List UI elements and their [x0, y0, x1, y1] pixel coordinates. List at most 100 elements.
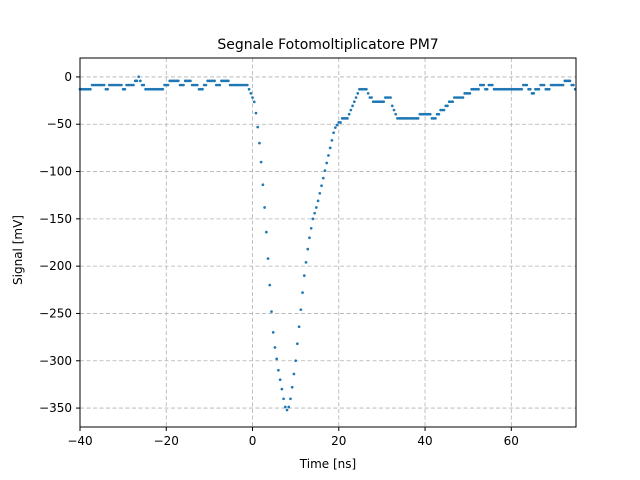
- data-point: [389, 96, 392, 99]
- data-point: [572, 83, 575, 87]
- x-tick-label: 60: [504, 434, 519, 448]
- data-point: [318, 191, 322, 195]
- data-point: [273, 346, 277, 349]
- data-point: [382, 100, 385, 104]
- y-tick-label: 0: [64, 70, 72, 84]
- data-point: [132, 83, 135, 87]
- data-point: [259, 160, 263, 164]
- data-point: [525, 83, 529, 87]
- x-axis-label: Time [ns]: [299, 457, 356, 471]
- y-tick-label: −350: [39, 401, 72, 415]
- data-point: [270, 310, 273, 313]
- data-point: [137, 75, 141, 79]
- data-point: [285, 408, 289, 412]
- data-point: [309, 226, 313, 230]
- data-point: [468, 92, 472, 95]
- y-axis-label: Signal [mV]: [11, 215, 25, 285]
- data-point: [301, 291, 304, 294]
- data-point: [139, 79, 142, 83]
- y-tick-label: −300: [39, 354, 72, 368]
- data-point: [166, 83, 170, 87]
- data-point: [271, 331, 275, 334]
- data-point: [490, 83, 494, 87]
- data-point: [266, 257, 270, 260]
- data-point: [258, 141, 261, 145]
- data-point: [254, 111, 258, 115]
- data-point: [446, 104, 449, 108]
- x-tick-label: 40: [417, 434, 432, 448]
- data-point: [537, 87, 541, 91]
- data-point: [352, 100, 356, 104]
- data-point: [294, 359, 297, 363]
- data-point: [218, 83, 222, 87]
- data-point: [335, 123, 339, 127]
- data-point: [370, 96, 373, 99]
- data-point: [542, 83, 546, 87]
- axes-layer: −40 −20 0 20 40 600−50−100−150−200−250−300−35…: [39, 57, 577, 448]
- data-point: [394, 112, 398, 116]
- data-point: [351, 104, 354, 108]
- data-point: [328, 146, 332, 150]
- data-point: [356, 92, 360, 95]
- data-point: [366, 92, 370, 95]
- data-point: [297, 325, 301, 329]
- data-point: [313, 211, 316, 215]
- data-point: [333, 126, 337, 129]
- data-point: [201, 87, 204, 91]
- data-point: [135, 79, 139, 83]
- data-point: [528, 87, 532, 91]
- data-point: [327, 154, 330, 157]
- data-point: [365, 87, 368, 91]
- y-tick-label: −100: [39, 165, 72, 179]
- y-tick-label: −50: [47, 117, 72, 131]
- data-point: [277, 368, 280, 372]
- data-point: [256, 125, 260, 129]
- x-tick-label: 20: [331, 434, 346, 448]
- data-point: [278, 378, 282, 382]
- data-point: [106, 87, 109, 91]
- data-point: [485, 87, 489, 91]
- data-point: [261, 183, 265, 187]
- data-point: [280, 387, 284, 391]
- data-point: [299, 308, 303, 312]
- data-point: [325, 161, 329, 165]
- data-point: [283, 405, 287, 409]
- data-point: [123, 87, 127, 91]
- data-point: [428, 112, 432, 116]
- data-point: [477, 87, 480, 91]
- data-point: [102, 83, 106, 87]
- x-tick-label: −20: [154, 434, 179, 448]
- data-point: [264, 230, 268, 234]
- data-point: [296, 342, 299, 346]
- data-point: [306, 247, 310, 251]
- y-tick-label: −200: [39, 259, 72, 273]
- data-point: [561, 83, 565, 87]
- points-layer: [78, 75, 577, 412]
- data-point: [390, 104, 394, 108]
- data-point: [213, 79, 216, 83]
- data-point: [263, 206, 266, 209]
- data-point: [247, 87, 251, 91]
- data-point: [246, 83, 249, 87]
- data-point: [227, 79, 230, 83]
- data-point: [89, 87, 92, 91]
- data-point: [346, 117, 349, 120]
- data-point: [251, 96, 254, 99]
- data-point: [161, 87, 165, 91]
- chart-title: Segnale Fotomoltiplicatore PM7: [217, 37, 438, 53]
- data-point: [182, 83, 185, 87]
- data-point: [287, 405, 291, 409]
- data-point: [304, 261, 308, 264]
- data-point: [442, 108, 446, 112]
- data-point: [275, 357, 279, 361]
- data-point: [482, 83, 486, 87]
- data-point: [330, 138, 334, 142]
- data-point: [339, 121, 342, 124]
- data-point: [320, 184, 323, 188]
- data-point: [289, 397, 292, 401]
- x-tick-label: 0: [249, 434, 257, 448]
- data-point: [249, 92, 253, 95]
- data-point: [451, 100, 454, 104]
- data-point: [204, 83, 208, 87]
